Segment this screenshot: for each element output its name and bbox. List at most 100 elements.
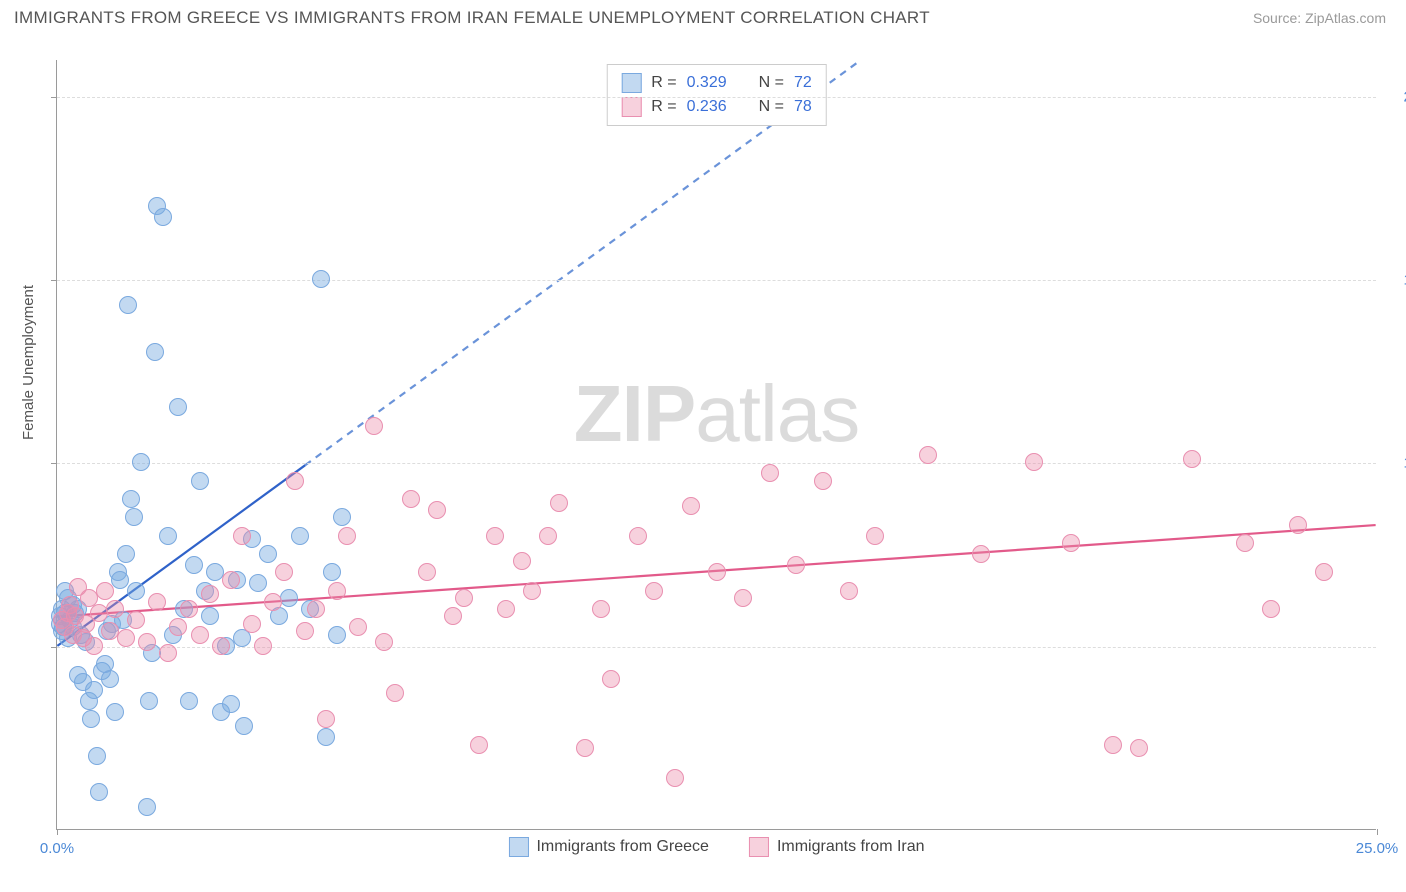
- legend-series-label: Immigrants from Greece: [536, 838, 708, 856]
- data-point: [159, 527, 177, 545]
- data-point: [127, 582, 145, 600]
- data-point: [180, 600, 198, 618]
- chart-title: IMMIGRANTS FROM GREECE VS IMMIGRANTS FRO…: [14, 8, 930, 28]
- data-point: [539, 527, 557, 545]
- watermark: ZIPatlas: [574, 368, 859, 460]
- data-point: [138, 633, 156, 651]
- data-point: [88, 747, 106, 765]
- data-point: [127, 611, 145, 629]
- data-point: [312, 270, 330, 288]
- data-point: [1104, 736, 1122, 754]
- data-point: [338, 527, 356, 545]
- data-point: [486, 527, 504, 545]
- data-point: [117, 545, 135, 563]
- data-point: [323, 563, 341, 581]
- data-point: [333, 508, 351, 526]
- data-point: [146, 343, 164, 361]
- data-point: [286, 472, 304, 490]
- data-point: [576, 739, 594, 757]
- data-point: [307, 600, 325, 618]
- y-tick: [51, 463, 57, 464]
- data-point: [140, 692, 158, 710]
- data-point: [85, 637, 103, 655]
- legend-series-item: Immigrants from Iran: [749, 837, 925, 857]
- data-point: [259, 545, 277, 563]
- data-point: [235, 717, 253, 735]
- x-tick-label: 25.0%: [1356, 840, 1399, 857]
- chart-container: Female Unemployment ZIPatlas R =0.329N =…: [32, 40, 1392, 860]
- data-point: [444, 607, 462, 625]
- data-point: [275, 563, 293, 581]
- gridline-h: [57, 97, 1376, 98]
- data-point: [169, 618, 187, 636]
- data-point: [513, 552, 531, 570]
- data-point: [280, 589, 298, 607]
- data-point: [125, 508, 143, 526]
- data-point: [185, 556, 203, 574]
- data-point: [682, 497, 700, 515]
- data-point: [365, 417, 383, 435]
- data-point: [291, 527, 309, 545]
- data-point: [122, 490, 140, 508]
- legend-swatch: [508, 837, 528, 857]
- data-point: [159, 644, 177, 662]
- data-point: [296, 622, 314, 640]
- data-point: [666, 769, 684, 787]
- y-axis-label: Female Unemployment: [20, 285, 37, 440]
- data-point: [328, 626, 346, 644]
- data-point: [191, 626, 209, 644]
- data-point: [1289, 516, 1307, 534]
- data-point: [470, 736, 488, 754]
- data-point: [101, 670, 119, 688]
- data-point: [428, 501, 446, 519]
- data-point: [761, 464, 779, 482]
- trend-lines: [57, 60, 1376, 829]
- data-point: [645, 582, 663, 600]
- data-point: [148, 593, 166, 611]
- data-point: [1236, 534, 1254, 552]
- y-tick: [51, 647, 57, 648]
- data-point: [96, 582, 114, 600]
- legend-n-label: N =: [759, 74, 784, 92]
- watermark-zip: ZIP: [574, 369, 695, 458]
- data-point: [317, 710, 335, 728]
- gridline-h: [57, 463, 1376, 464]
- data-point: [497, 600, 515, 618]
- data-point: [117, 629, 135, 647]
- data-point: [550, 494, 568, 512]
- data-point: [328, 582, 346, 600]
- data-point: [1183, 450, 1201, 468]
- legend-series-item: Immigrants from Greece: [508, 837, 708, 857]
- legend-r-label: R =: [651, 74, 676, 92]
- legend-stat-row: R =0.236N =78: [621, 95, 812, 119]
- data-point: [254, 637, 272, 655]
- data-point: [814, 472, 832, 490]
- legend-n-label: N =: [759, 98, 784, 116]
- data-point: [264, 593, 282, 611]
- data-point: [972, 545, 990, 563]
- y-tick: [51, 280, 57, 281]
- data-point: [154, 208, 172, 226]
- data-point: [349, 618, 367, 636]
- data-point: [243, 615, 261, 633]
- legend-series-label: Immigrants from Iran: [777, 838, 925, 856]
- data-point: [866, 527, 884, 545]
- x-tick-label: 0.0%: [40, 840, 74, 857]
- data-point: [523, 582, 541, 600]
- x-tick: [1377, 829, 1378, 835]
- data-point: [592, 600, 610, 618]
- data-point: [787, 556, 805, 574]
- data-point: [169, 398, 187, 416]
- legend-r-value: 0.236: [687, 98, 727, 116]
- data-point: [734, 589, 752, 607]
- legend-stats: R =0.329N =72R =0.236N =78: [606, 64, 827, 126]
- source-label: Source: ZipAtlas.com: [1253, 10, 1386, 26]
- data-point: [222, 571, 240, 589]
- data-point: [375, 633, 393, 651]
- data-point: [1315, 563, 1333, 581]
- data-point: [90, 783, 108, 801]
- header: IMMIGRANTS FROM GREECE VS IMMIGRANTS FRO…: [0, 0, 1406, 34]
- data-point: [132, 453, 150, 471]
- data-point: [1062, 534, 1080, 552]
- legend-swatch: [621, 97, 641, 117]
